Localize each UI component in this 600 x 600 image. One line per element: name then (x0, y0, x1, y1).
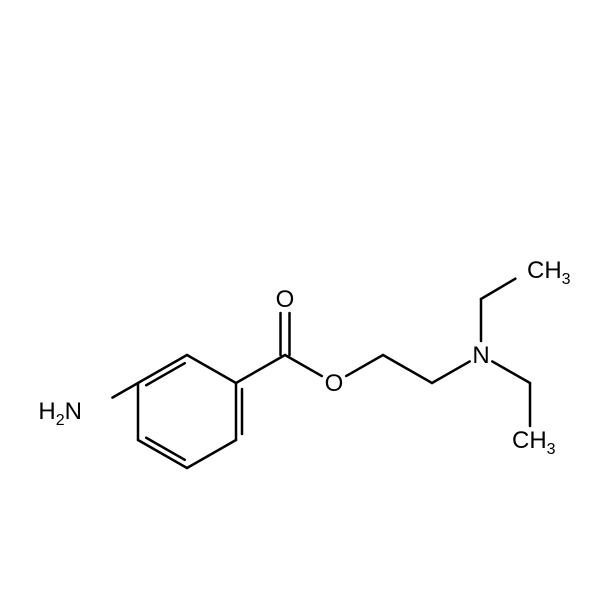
bond (187, 355, 236, 383)
atom-label-n: N (472, 342, 489, 369)
bond (346, 355, 383, 376)
atom-label-ch3b: CH3 (512, 427, 556, 458)
atom-label-nh2: H2N (38, 398, 82, 429)
bond (285, 355, 322, 376)
bonds-layer (112, 279, 530, 468)
atom-label-o_dbl: O (276, 286, 295, 313)
labels-layer: H2N O O N CH3 CH3 (38, 257, 570, 458)
bond (492, 361, 530, 383)
bond (112, 383, 138, 398)
bond (187, 440, 236, 468)
chemical-structure: H2N O O N CH3 CH3 (0, 0, 600, 600)
bond (481, 279, 515, 299)
bond (383, 355, 432, 383)
bond (138, 355, 187, 383)
atom-label-o_sgl: O (325, 370, 344, 397)
bond (236, 355, 285, 383)
bond (138, 440, 187, 468)
atom-label-ch3a: CH3 (527, 257, 571, 288)
bond (432, 361, 470, 383)
